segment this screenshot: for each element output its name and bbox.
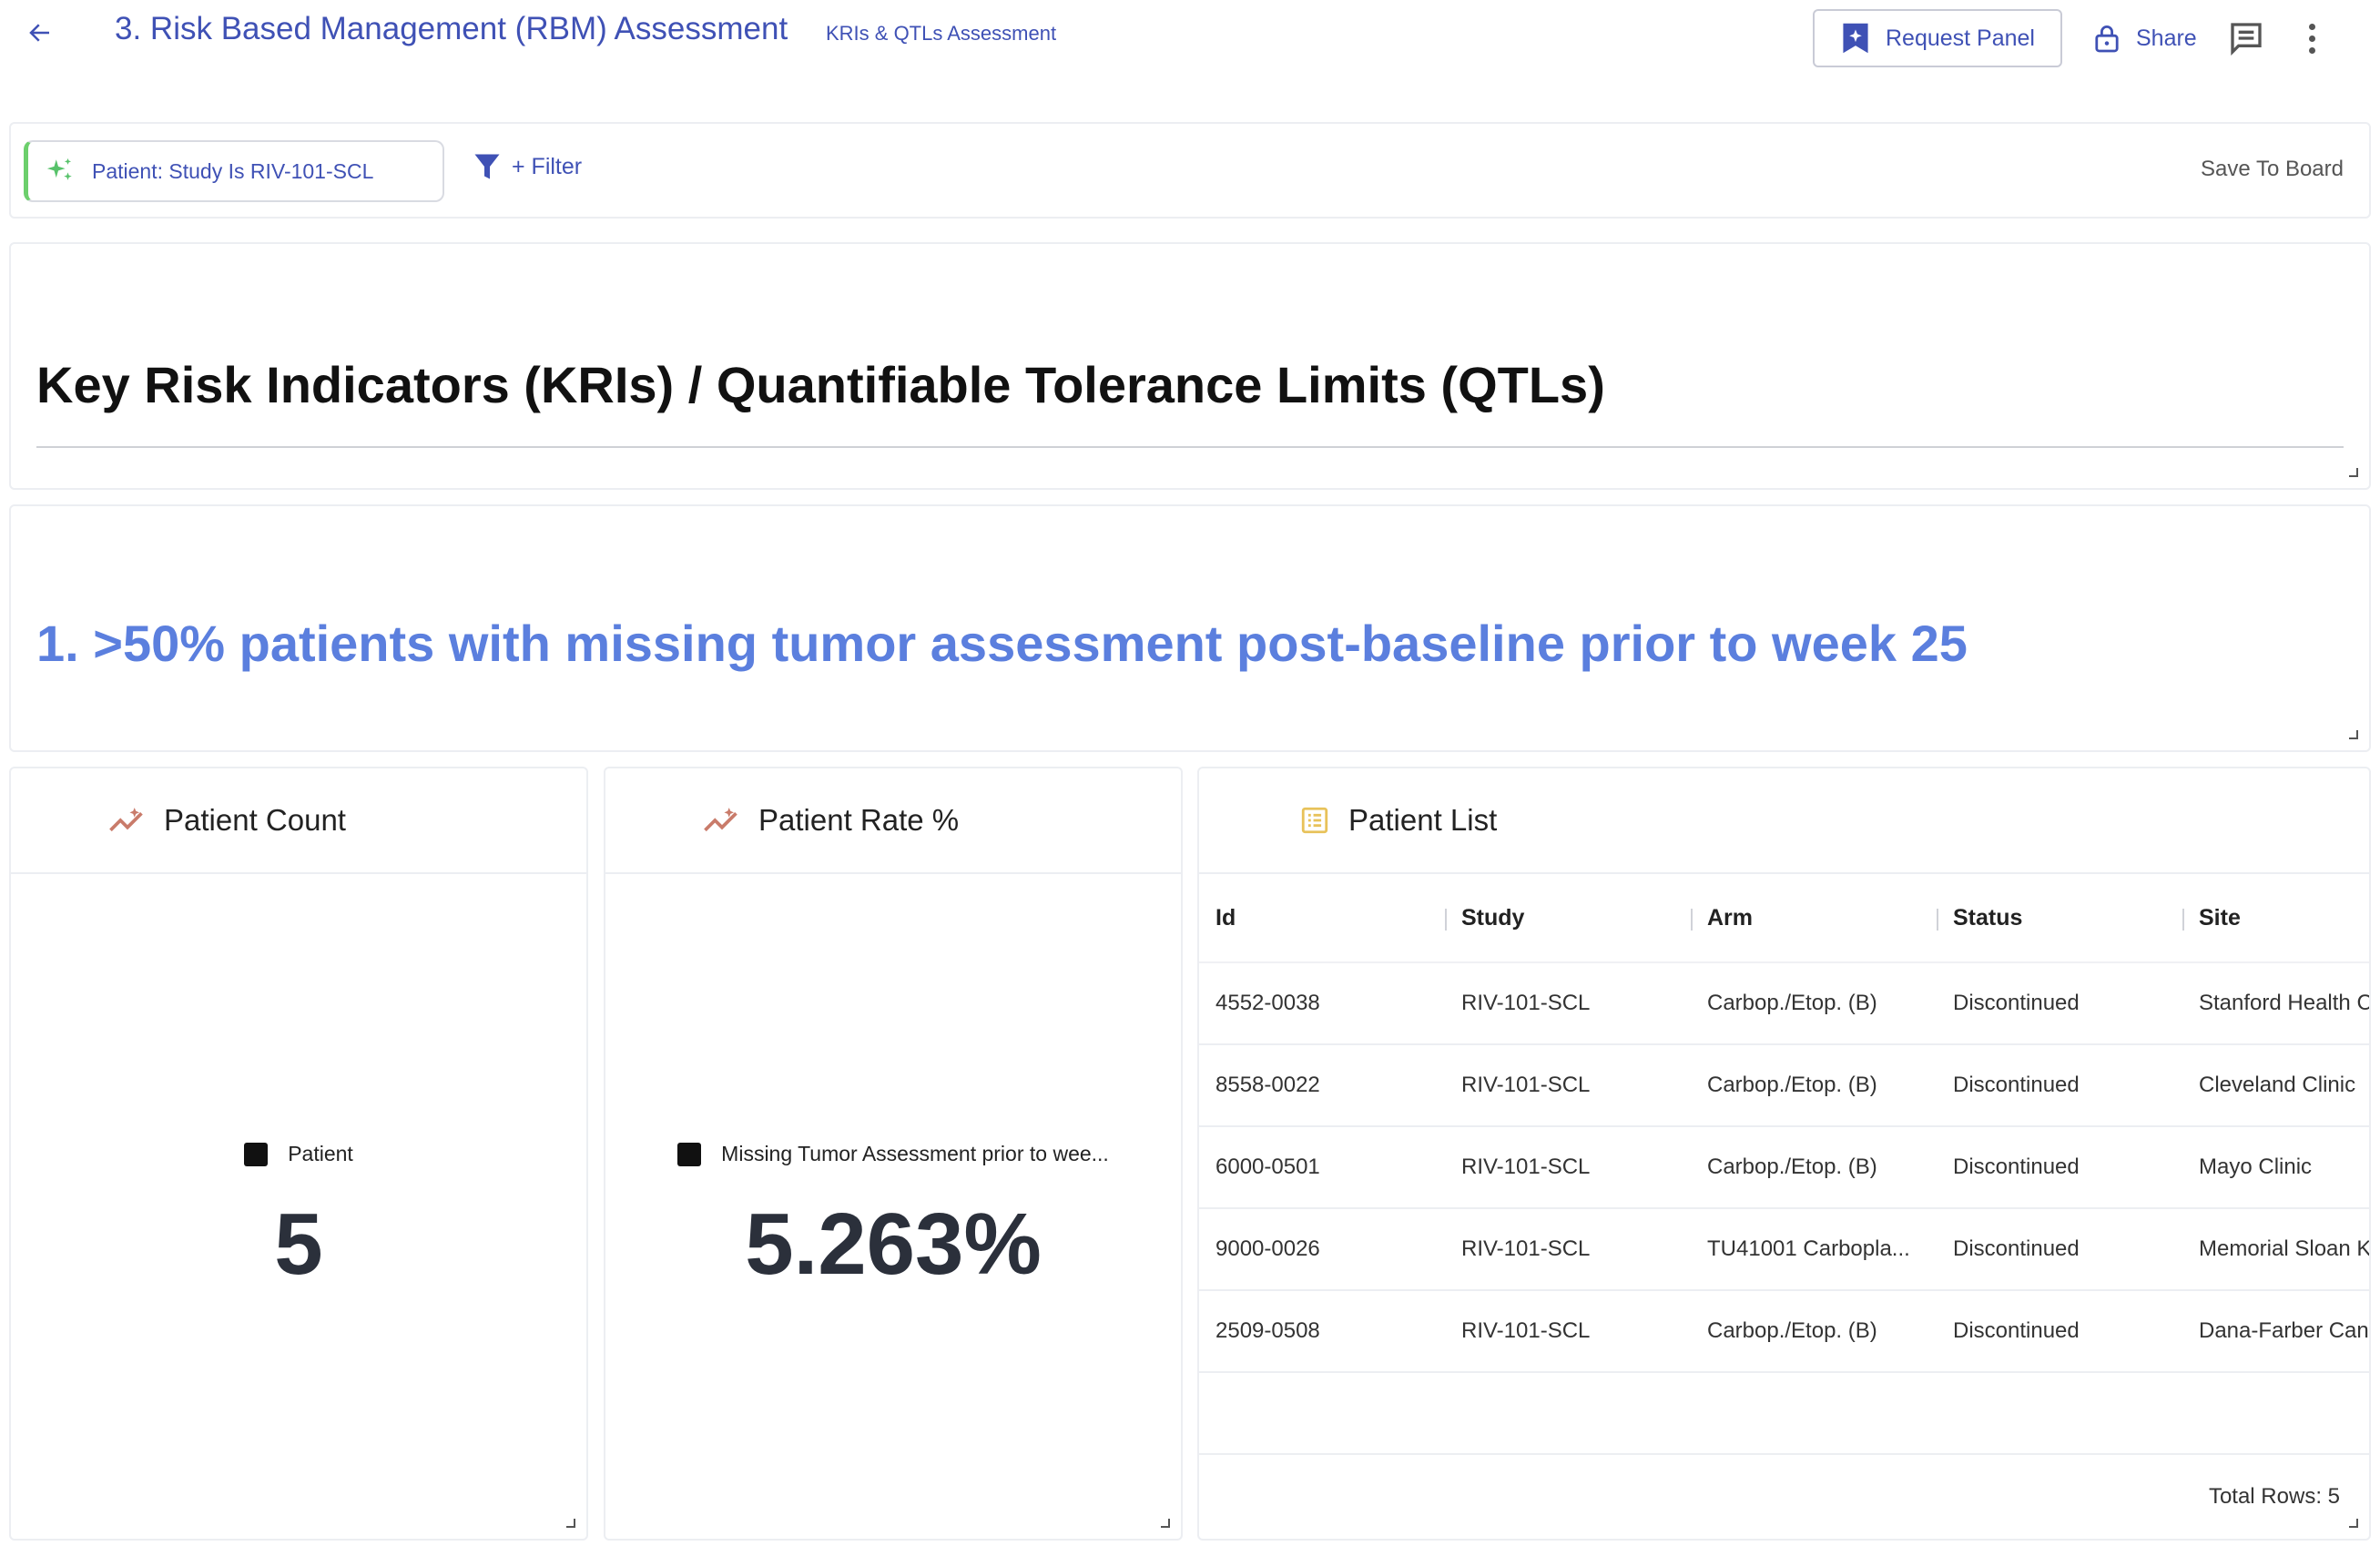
column-header-arm[interactable]: Arm [1691,905,1937,931]
patient-list-widget: Patient List Id Study Arm Status Site 45… [1197,767,2371,1541]
widget-title: Patient List [1348,803,1498,837]
total-rows-label: Total Rows: 5 [2208,1484,2340,1509]
patient-count-widget: Patient Count Patient 5 [9,767,588,1541]
resize-handle[interactable] [2349,730,2358,739]
column-header-status[interactable]: Status [1937,905,2182,931]
cell-status: Discontinued [1953,1154,2080,1179]
trend-icon [704,808,737,832]
table-row[interactable]: 4552-0038 RIV-101-SCL Carbop./Etop. (B) … [1199,963,2371,1045]
metric-value: 5 [274,1195,323,1293]
resize-handle[interactable] [2349,1519,2358,1528]
cell-site: Memorial Sloan K [2199,1236,2371,1261]
cell-study: RIV-101-SCL [1461,1154,1591,1179]
section-heading: Key Risk Indicators (KRIs) / Quantifiabl… [36,356,1605,413]
comment-button[interactable] [2228,20,2264,56]
cell-arm: Carbop./Etop. (B) [1707,991,1877,1015]
table-row[interactable]: 8558-0022 RIV-101-SCL Carbop./Etop. (B) … [1199,1045,2369,1127]
kri1-heading: 1. >50% patients with missing tumor asse… [36,615,1968,672]
filter-chip-label: Patient: Study Is RIV-101-SCL [92,158,374,183]
sparkle-bookmark-icon [1843,23,1868,54]
metric-value: 5.263% [745,1195,1042,1293]
request-panel-label: Request Panel [1885,25,2035,51]
funnel-icon [474,154,500,179]
legend-label: Missing Tumor Assessment prior to wee... [721,1142,1109,1165]
filter-bar: Patient: Study Is RIV-101-SCL + Filter S… [9,122,2371,219]
save-to-board-button[interactable]: Save To Board [2201,157,2344,181]
column-header-study[interactable]: Study [1445,905,1691,931]
resize-handle[interactable] [566,1519,575,1528]
list-icon [1301,807,1328,834]
cell-id: 2509-0508 [1215,1318,1320,1343]
cell-status: Discontinued [1953,1073,2080,1097]
resize-handle[interactable] [2349,468,2358,477]
cell-status: Discontinued [1953,1236,2080,1261]
trend-icon [109,808,143,832]
table-row[interactable]: 2509-0508 RIV-101-SCL Carbop./Etop. (B) … [1199,1291,2369,1373]
top-bar: 3. Risk Based Management (RBM) Assessmen… [0,0,2380,73]
cell-arm: Carbop./Etop. (B) [1707,1154,1877,1179]
back-button[interactable] [24,16,56,49]
widget-title: Patient Rate % [758,803,960,837]
cell-arm: TU41001 Carbopla... [1707,1236,1910,1261]
share-button[interactable]: Share [2094,16,2197,60]
table-footer-divider [1199,1453,2369,1455]
widget-header: Patient Count [11,768,586,874]
sparkles-icon [46,158,72,180]
cell-id: 6000-0501 [1215,1154,1320,1179]
cell-id: 8558-0022 [1215,1073,1320,1097]
patient-table: Id Study Arm Status Site 4552-0038 RIV-1… [1199,874,2371,1373]
share-label: Share [2136,25,2197,51]
table-row[interactable]: 6000-0501 RIV-101-SCL Carbop./Etop. (B) … [1199,1127,2369,1209]
widget-header: Patient List [1199,768,2369,874]
column-header-site[interactable]: Site [2182,905,2369,931]
divider [36,446,2344,448]
add-filter-label: + Filter [512,153,583,179]
cell-study: RIV-101-SCL [1461,1318,1591,1343]
chart-legend: Patient [11,1142,586,1166]
legend-label: Patient [288,1142,353,1165]
more-vertical-icon[interactable] [2294,20,2329,56]
cell-id: 9000-0026 [1215,1236,1320,1261]
legend-swatch [244,1142,269,1166]
cell-site: Stanford Health C [2199,991,2371,1015]
request-panel-button[interactable]: Request Panel [1813,9,2062,67]
kri1-heading-panel: 1. >50% patients with missing tumor asse… [9,504,2371,752]
cell-study: RIV-101-SCL [1461,991,1591,1015]
cell-study: RIV-101-SCL [1461,1236,1591,1261]
add-filter-button[interactable]: + Filter [473,151,582,182]
cell-site: Mayo Clinic [2199,1154,2313,1179]
widget-title: Patient Count [164,803,346,837]
cell-arm: Carbop./Etop. (B) [1707,1073,1877,1097]
kri-heading-panel: Key Risk Indicators (KRIs) / Quantifiabl… [9,242,2371,490]
cell-id: 4552-0038 [1215,991,1320,1015]
table-header-row: Id Study Arm Status Site [1199,874,2369,963]
cell-site: Cleveland Clinic [2199,1073,2356,1097]
table-row[interactable]: 9000-0026 RIV-101-SCL TU41001 Carbopla..… [1199,1209,2371,1291]
page-subtitle[interactable]: KRIs & QTLs Assessment [826,22,1057,45]
column-header-id[interactable]: Id [1215,904,1236,931]
chart-legend: Missing Tumor Assessment prior to wee... [605,1142,1181,1166]
patient-rate-widget: Patient Rate % Missing Tumor Assessment … [604,767,1183,1541]
comment-icon [2231,23,2262,56]
legend-swatch [677,1142,702,1166]
cell-site: Dana-Farber Can [2199,1318,2369,1343]
cell-status: Discontinued [1953,1318,2080,1343]
filter-chip-study[interactable]: Patient: Study Is RIV-101-SCL [24,140,444,202]
cell-arm: Carbop./Etop. (B) [1707,1318,1877,1343]
page-title: 3. Risk Based Management (RBM) Assessmen… [115,11,788,46]
widget-header: Patient Rate % [605,768,1181,874]
resize-handle[interactable] [1161,1519,1170,1528]
arrow-left-icon [29,24,49,42]
cell-status: Discontinued [1953,991,2080,1015]
cell-study: RIV-101-SCL [1461,1073,1591,1097]
lock-icon [2095,25,2119,53]
